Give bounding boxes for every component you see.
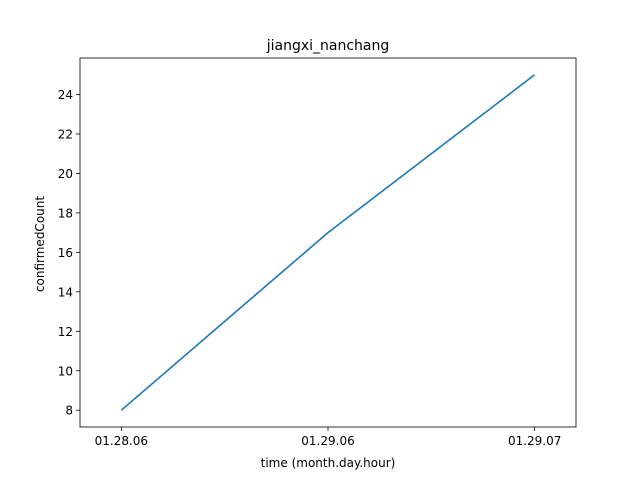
x-axis-label: time (month.day.hour) <box>261 456 396 470</box>
plot-frame <box>79 57 577 428</box>
y-tick-label-7: 22 <box>58 127 73 141</box>
y-tick-label-0: 8 <box>65 404 73 418</box>
chart-title: jiangxi_nanchang <box>266 38 390 54</box>
x-tick-label-2: 01.29.07 <box>508 434 561 448</box>
y-tick-label-2: 12 <box>58 325 73 339</box>
y-tick-label-5: 18 <box>58 206 73 220</box>
y-tick-label-6: 20 <box>58 167 73 181</box>
y-tick-label-3: 14 <box>58 285 73 299</box>
y-tick-label-8: 24 <box>58 88 73 102</box>
plot-area: 8 10 12 14 16 18 20 22 24 01.28.06 01.29.06 01.29.0… <box>58 57 577 448</box>
series-line-0 <box>120 74 536 411</box>
x-tick-label-0: 01.28.06 <box>95 434 148 448</box>
x-tick-label-1: 01.29.06 <box>301 434 354 448</box>
y-axis-label: confirmedCount <box>33 196 47 292</box>
y-tick-label-1: 10 <box>58 364 73 378</box>
y-tick-label-4: 16 <box>58 246 73 260</box>
